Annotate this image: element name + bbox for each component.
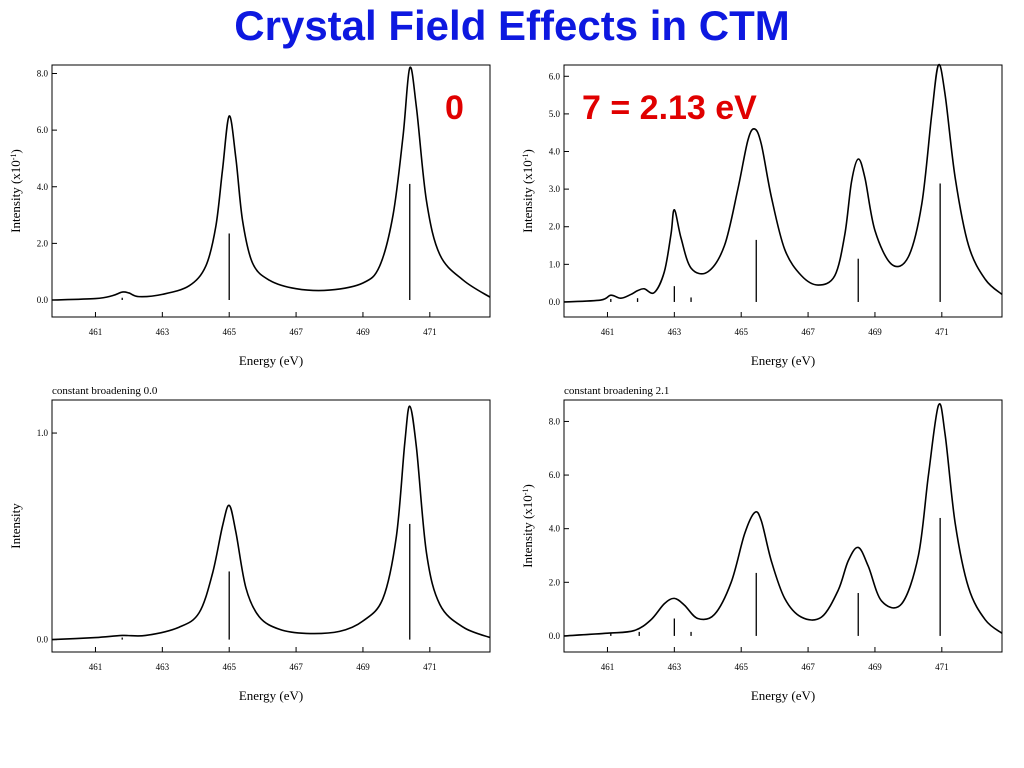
plot-frame <box>563 64 1003 318</box>
x-tick-label: 463 <box>156 662 170 672</box>
x-tick-label: 471 <box>423 662 437 672</box>
x-tick-label: 467 <box>289 327 303 337</box>
spectrum-line <box>563 63 1003 303</box>
x-tick-label: 461 <box>89 662 103 672</box>
x-axis-title: Energy (eV) <box>239 353 303 368</box>
slide-title: Crystal Field Effects in CTM <box>234 2 790 49</box>
panel-caption: constant broadening 2.1 <box>564 385 669 397</box>
spectrum-panel-bottom-right: constant broadening 2.1 0.0 2.0 4.0 6.0 8.0 46… <box>520 385 1003 703</box>
y-tick-label: 4.0 <box>549 147 561 157</box>
x-tick-label: 467 <box>801 327 815 337</box>
x-tick-label: 463 <box>156 327 170 337</box>
y-tick-label: 0.0 <box>37 635 49 645</box>
x-tick-label: 465 <box>734 662 748 672</box>
x-tick-label: 469 <box>868 327 882 337</box>
plot-frame <box>51 64 491 318</box>
x-axis-title: Energy (eV) <box>751 353 815 368</box>
crystal-field-label-left: 0 <box>445 89 464 127</box>
x-tick-label: 469 <box>356 662 370 672</box>
y-tick-label: 0.0 <box>549 631 561 641</box>
y-tick-label: 5.0 <box>549 109 561 119</box>
spectrum-line <box>51 66 491 301</box>
y-tick-label: 4.0 <box>37 182 49 192</box>
y-axis-title: Intensity <box>8 503 23 549</box>
y-tick-label: 1.0 <box>549 259 561 269</box>
y-tick-label: 6.0 <box>549 470 561 480</box>
x-tick-label: 465 <box>222 662 236 672</box>
x-tick-label: 461 <box>601 327 615 337</box>
crystal-field-label-right: 7 = 2.13 eV <box>582 89 757 127</box>
spectrum-panel-bottom-left: constant broadening 0.0 0.0 1.0 461 463 465 46… <box>8 385 491 703</box>
spectrum-line <box>51 405 491 641</box>
y-tick-label: 2.0 <box>549 577 561 587</box>
plot-frame <box>563 399 1003 653</box>
x-tick-label: 469 <box>356 327 370 337</box>
y-axis-title: Intensity (x10-1) <box>520 149 535 233</box>
panel-caption: constant broadening 0.0 <box>52 385 158 397</box>
y-tick-label: 6.0 <box>37 125 49 135</box>
plot-frame <box>51 399 491 653</box>
y-tick-label: 3.0 <box>549 184 561 194</box>
y-tick-label: 8.0 <box>549 416 561 426</box>
x-tick-label: 467 <box>289 662 303 672</box>
x-tick-label: 461 <box>601 662 615 672</box>
x-axis-title: Energy (eV) <box>239 688 303 703</box>
x-tick-label: 469 <box>868 662 882 672</box>
y-tick-label: 6.0 <box>549 71 561 81</box>
x-tick-label: 467 <box>801 662 815 672</box>
y-tick-label: 1.0 <box>37 428 49 438</box>
x-tick-label: 471 <box>423 327 437 337</box>
spectrum-line <box>563 403 1003 637</box>
spectrum-panel-top-right: 0.0 1.0 2.0 3.0 4.0 5.0 6.0 461 463 465 467 469 471 E… <box>520 63 1003 368</box>
x-tick-label: 471 <box>935 662 949 672</box>
y-tick-label: 0.0 <box>549 297 561 307</box>
y-tick-label: 2.0 <box>549 222 561 232</box>
y-tick-label: 4.0 <box>549 524 561 534</box>
x-tick-label: 471 <box>935 327 949 337</box>
x-axis-title: Energy (eV) <box>751 688 815 703</box>
y-axis-title: Intensity (x10-1) <box>8 149 23 233</box>
y-tick-label: 2.0 <box>37 238 49 248</box>
x-tick-label: 465 <box>734 327 748 337</box>
y-tick-label: 0.0 <box>37 295 49 305</box>
y-axis-title: Intensity (x10-1) <box>520 484 535 568</box>
x-tick-label: 463 <box>668 327 682 337</box>
spectrum-panel-top-left: 0.0 2.0 4.0 6.0 8.0 461 463 465 467 469 471 Energy … <box>8 64 491 368</box>
x-tick-label: 461 <box>89 327 103 337</box>
x-tick-label: 465 <box>222 327 236 337</box>
x-tick-label: 463 <box>668 662 682 672</box>
y-tick-label: 8.0 <box>37 68 49 78</box>
